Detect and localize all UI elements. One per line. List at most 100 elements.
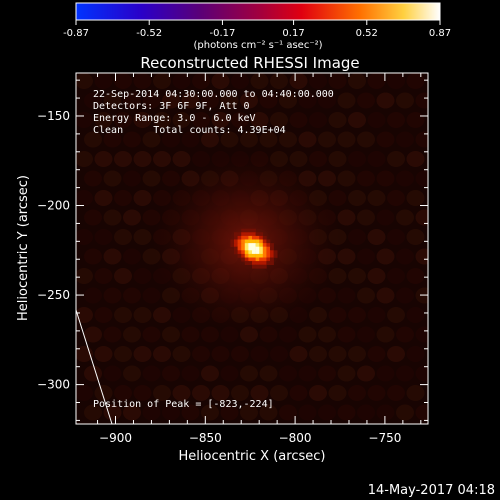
source-pixel <box>266 246 271 251</box>
residual-blob <box>142 365 161 382</box>
residual-blob <box>133 385 152 401</box>
residual-blob <box>142 131 161 148</box>
source-pixel <box>269 257 274 262</box>
source-pixel <box>248 253 253 258</box>
residual-blob <box>298 404 317 421</box>
source-pixel <box>237 243 242 247</box>
residual-blob <box>114 73 132 89</box>
axes-frame <box>75 72 429 425</box>
source-pixel <box>237 253 242 258</box>
algorithm-counts-text: Clean Total counts: 4.39E+04 <box>93 125 286 136</box>
residual-blob <box>357 404 375 421</box>
residual-blob <box>142 326 161 343</box>
residual-blob <box>415 131 428 148</box>
residual-blob <box>406 346 425 362</box>
colorbar-tick-label: -0.87 <box>63 28 89 39</box>
source-pixel <box>237 239 242 244</box>
residual-blob <box>328 190 347 206</box>
source-pixel <box>233 239 238 244</box>
residual-blob <box>153 112 171 128</box>
residual-blob <box>396 131 414 148</box>
residual-blob <box>142 287 161 304</box>
info-annotations: 22-Sep-2014 04:30:00.000 to 04:40:00.000… <box>93 89 334 410</box>
residual-blob <box>133 73 152 89</box>
residual-blob <box>328 346 347 362</box>
residual-blob <box>76 73 93 89</box>
source-pixel <box>255 257 260 262</box>
residual-blob <box>162 170 180 187</box>
residual-blob <box>415 404 428 421</box>
residual-blob <box>123 131 141 148</box>
y-tick-label: −300 <box>37 378 70 392</box>
source-pixel <box>244 261 249 265</box>
residual-blob <box>220 92 239 109</box>
residual-blob <box>103 326 122 343</box>
residual-blob <box>94 268 113 284</box>
residual-blob <box>376 92 395 109</box>
residual-blob <box>153 73 171 89</box>
residual-blob <box>348 385 366 401</box>
residual-blob <box>406 151 425 167</box>
residual-blob <box>289 151 308 167</box>
residual-blob <box>357 326 375 343</box>
residual-blob <box>162 404 180 421</box>
colorbar-gradient <box>75 2 441 21</box>
residual-blob <box>76 385 93 401</box>
residual-blob <box>172 385 191 401</box>
residual-blob <box>250 73 269 89</box>
residual-blob <box>387 346 405 362</box>
footer-timestamp: 14-May-2017 04:18 <box>368 483 495 498</box>
source-pixel <box>244 239 249 244</box>
residual-blob <box>376 326 395 343</box>
residual-blob <box>328 112 347 128</box>
source-pixel <box>241 239 246 244</box>
residual-blob <box>387 190 405 206</box>
residual-blob <box>192 73 210 89</box>
source-pixel <box>251 235 256 240</box>
residual-blob <box>396 287 414 304</box>
residual-blob <box>348 346 366 362</box>
residual-blob <box>376 404 395 421</box>
residual-blob <box>387 307 405 323</box>
time-range-text: 22-Sep-2014 04:30:00.000 to 04:40:00.000 <box>93 89 334 100</box>
colorbar-tick-label: 0.52 <box>356 28 378 39</box>
source-pixel <box>244 250 249 255</box>
energy-range-text: Energy Range: 3.0 - 6.0 keV <box>93 113 256 124</box>
source-pixel <box>241 250 246 255</box>
residual-blob <box>396 248 414 265</box>
residual-blob <box>142 92 161 109</box>
residual-blob <box>201 92 219 109</box>
residual-blob <box>376 365 395 382</box>
residual-blob <box>318 170 336 187</box>
residual-blob <box>309 73 327 89</box>
residual-blob <box>289 385 308 401</box>
detectors-text: Detectors: 3F 6F 9F, Att 0 <box>93 101 250 112</box>
residual-blob <box>153 151 171 167</box>
residual-blob <box>279 131 297 148</box>
residual-blob <box>94 229 113 245</box>
residual-blob <box>376 209 395 226</box>
source-pixel <box>230 239 235 244</box>
source-pixel <box>266 257 271 262</box>
x-axis-label: Heliocentric X (arcsec) <box>179 449 326 464</box>
residual-blob <box>133 229 152 245</box>
source-pixel <box>269 253 274 258</box>
residual-blob <box>240 365 258 382</box>
source-pixel <box>251 257 256 262</box>
residual-blob <box>289 346 308 362</box>
residual-blob <box>94 346 113 362</box>
residual-blob <box>337 287 356 304</box>
residual-blob <box>289 73 308 89</box>
residual-blob <box>123 365 141 382</box>
residual-blob <box>172 112 191 128</box>
source-pixel <box>244 246 249 251</box>
residual-blob <box>357 131 375 148</box>
residual-blob <box>84 209 102 226</box>
residual-blob <box>114 151 132 167</box>
residual-blob <box>259 131 278 148</box>
residual-blob <box>250 346 269 362</box>
residual-blob <box>240 131 258 148</box>
source-pixel <box>259 257 264 262</box>
residual-blob <box>367 268 386 284</box>
